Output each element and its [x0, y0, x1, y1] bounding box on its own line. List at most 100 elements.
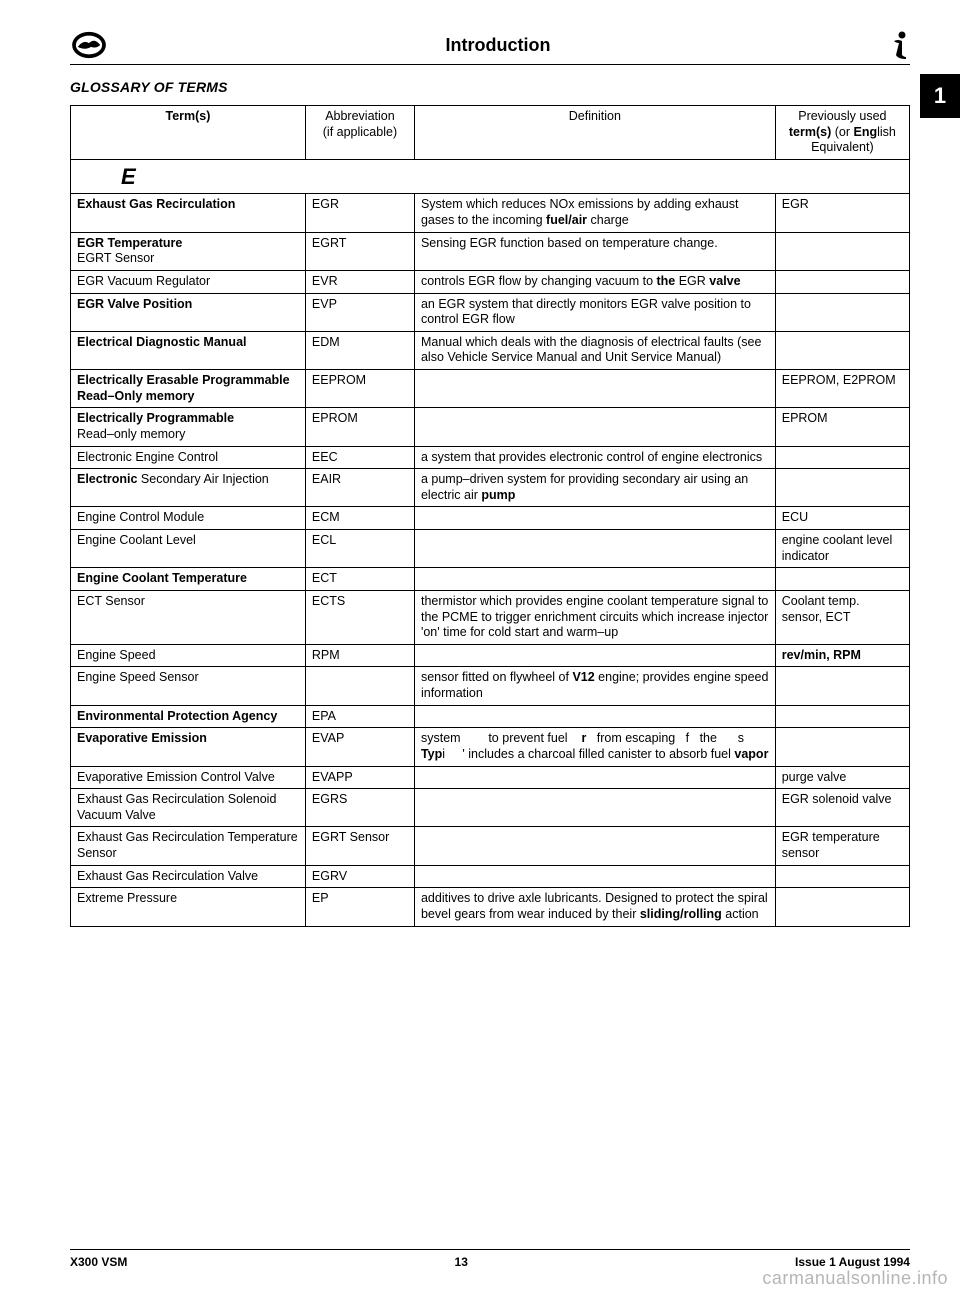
abbr-cell: EEPROM	[305, 370, 414, 408]
term-cell: EGR Valve Position	[71, 293, 306, 331]
definition-cell: an EGR system that directly monitors EGR…	[414, 293, 775, 331]
previous-term-cell	[775, 270, 909, 293]
col-term-header: Term(s)	[71, 106, 306, 160]
term-cell: Electrical Diagnostic Manual	[71, 331, 306, 369]
table-row: Engine Coolant LevelECL engine coolant le…	[71, 530, 910, 568]
term-cell: Exhaust Gas Recirculation	[71, 194, 306, 232]
definition-cell: controls EGR flow by changing vacuum to …	[414, 270, 775, 293]
col-abbr-header: Abbreviation(if applicable)	[305, 106, 414, 160]
previous-term-cell	[775, 728, 909, 766]
previous-term-cell: EGR solenoid valve	[775, 789, 909, 827]
previous-term-cell: engine coolant level indicator	[775, 530, 909, 568]
table-row: Extreme PressureEPadditives to drive axl…	[71, 888, 910, 926]
previous-term-cell: EGR	[775, 194, 909, 232]
term-cell: Engine Speed Sensor	[71, 667, 306, 705]
table-row: Exhaust Gas Recirculation ValveEGRV	[71, 865, 910, 888]
definition-cell	[414, 865, 775, 888]
table-row: ECT SensorECTSthermistor which provides …	[71, 590, 910, 644]
term-cell: Electronic Engine Control	[71, 446, 306, 469]
table-row: Evaporative EmissionEVAPsystem to preven…	[71, 728, 910, 766]
previous-term-cell	[775, 331, 909, 369]
watermark: carmanualsonline.info	[762, 1268, 948, 1289]
table-row: Exhaust Gas RecirculationEGRSystem which…	[71, 194, 910, 232]
term-cell: Exhaust Gas Recirculation Valve	[71, 865, 306, 888]
abbr-cell: ECT	[305, 568, 414, 591]
col-prev-header: Previously used term(s) (or English Equi…	[775, 106, 909, 160]
definition-cell: sensor fitted on flywheel of V12 engine;…	[414, 667, 775, 705]
table-row: Environmental Protection AgencyEPA	[71, 705, 910, 728]
table-row: Electronic Engine ControlEECa system tha…	[71, 446, 910, 469]
abbr-cell: EVP	[305, 293, 414, 331]
abbr-cell: ECL	[305, 530, 414, 568]
definition-cell	[414, 408, 775, 446]
table-row: Evaporative Emission Control ValveEVAPPp…	[71, 766, 910, 789]
previous-term-cell: Coolant temp. sensor, ECT	[775, 590, 909, 644]
abbr-cell: EP	[305, 888, 414, 926]
definition-cell: Manual which deals with the diagnosis of…	[414, 331, 775, 369]
page-title: Introduction	[108, 35, 888, 56]
abbr-cell: EGR	[305, 194, 414, 232]
term-cell: Electronic Secondary Air Injection	[71, 469, 306, 507]
abbr-cell: EGRV	[305, 865, 414, 888]
term-cell: Exhaust Gas Recirculation Temperature Se…	[71, 827, 306, 865]
definition-cell	[414, 568, 775, 591]
abbr-cell: EEC	[305, 446, 414, 469]
abbr-cell: EGRT	[305, 232, 414, 270]
abbr-cell: EVAP	[305, 728, 414, 766]
table-row: Electrically Erasable Programmable Read–…	[71, 370, 910, 408]
table-row: Engine Coolant TemperatureECT	[71, 568, 910, 591]
previous-term-cell: EEPROM, E2PROM	[775, 370, 909, 408]
term-cell: Extreme Pressure	[71, 888, 306, 926]
term-cell: EGR Vacuum Regulator	[71, 270, 306, 293]
previous-term-cell: rev/min, RPM	[775, 644, 909, 667]
table-row: Electrically ProgrammableRead–only memor…	[71, 408, 910, 446]
jaguar-logo	[70, 30, 108, 60]
table-row: Engine SpeedRPMrev/min, RPM	[71, 644, 910, 667]
abbr-cell: ECM	[305, 507, 414, 530]
previous-term-cell	[775, 446, 909, 469]
table-row: EGR TemperatureEGRT SensorEGRTSensing EG…	[71, 232, 910, 270]
table-header-row: Term(s) Abbreviation(if applicable) Defi…	[71, 106, 910, 160]
table-row: Exhaust Gas Recirculation Solenoid Vacuu…	[71, 789, 910, 827]
definition-cell	[414, 789, 775, 827]
previous-term-cell	[775, 293, 909, 331]
term-cell: Evaporative Emission Control Valve	[71, 766, 306, 789]
table-row: Engine Speed Sensor sensor fitted on flyw…	[71, 667, 910, 705]
term-cell: Engine Coolant Level	[71, 530, 306, 568]
term-cell: Engine Coolant Temperature	[71, 568, 306, 591]
previous-term-cell	[775, 568, 909, 591]
definition-cell	[414, 705, 775, 728]
previous-term-cell	[775, 667, 909, 705]
term-cell: Exhaust Gas Recirculation Solenoid Vacuu…	[71, 789, 306, 827]
abbr-cell: EAIR	[305, 469, 414, 507]
previous-term-cell: EPROM	[775, 408, 909, 446]
info-icon	[888, 31, 910, 59]
table-row: EGR Vacuum RegulatorEVRcontrols EGR flow…	[71, 270, 910, 293]
definition-cell: additives to drive axle lubricants. Desi…	[414, 888, 775, 926]
abbr-cell: EVR	[305, 270, 414, 293]
definition-cell: Sensing EGR function based on temperatur…	[414, 232, 775, 270]
term-cell: Electrically ProgrammableRead–only memor…	[71, 408, 306, 446]
definition-cell: thermistor which provides engine coolant…	[414, 590, 775, 644]
footer-left: X300 VSM	[70, 1255, 127, 1269]
definition-cell: a pump–driven system for providing secon…	[414, 469, 775, 507]
abbr-cell	[305, 667, 414, 705]
footer-page-number: 13	[455, 1255, 468, 1269]
term-cell: ECT Sensor	[71, 590, 306, 644]
abbr-cell: EDM	[305, 331, 414, 369]
term-cell: Electrically Erasable Programmable Read–…	[71, 370, 306, 408]
definition-cell: System which reduces NOx emissions by ad…	[414, 194, 775, 232]
previous-term-cell: purge valve	[775, 766, 909, 789]
abbr-cell: EPA	[305, 705, 414, 728]
previous-term-cell	[775, 865, 909, 888]
term-cell: Environmental Protection Agency	[71, 705, 306, 728]
term-cell: Evaporative Emission	[71, 728, 306, 766]
col-def-header: Definition	[414, 106, 775, 160]
term-cell: Engine Speed	[71, 644, 306, 667]
definition-cell	[414, 766, 775, 789]
previous-term-cell: ECU	[775, 507, 909, 530]
previous-term-cell	[775, 888, 909, 926]
definition-cell	[414, 827, 775, 865]
glossary-table: Term(s) Abbreviation(if applicable) Defi…	[70, 105, 910, 927]
glossary-heading: GLOSSARY OF TERMS	[70, 79, 910, 95]
